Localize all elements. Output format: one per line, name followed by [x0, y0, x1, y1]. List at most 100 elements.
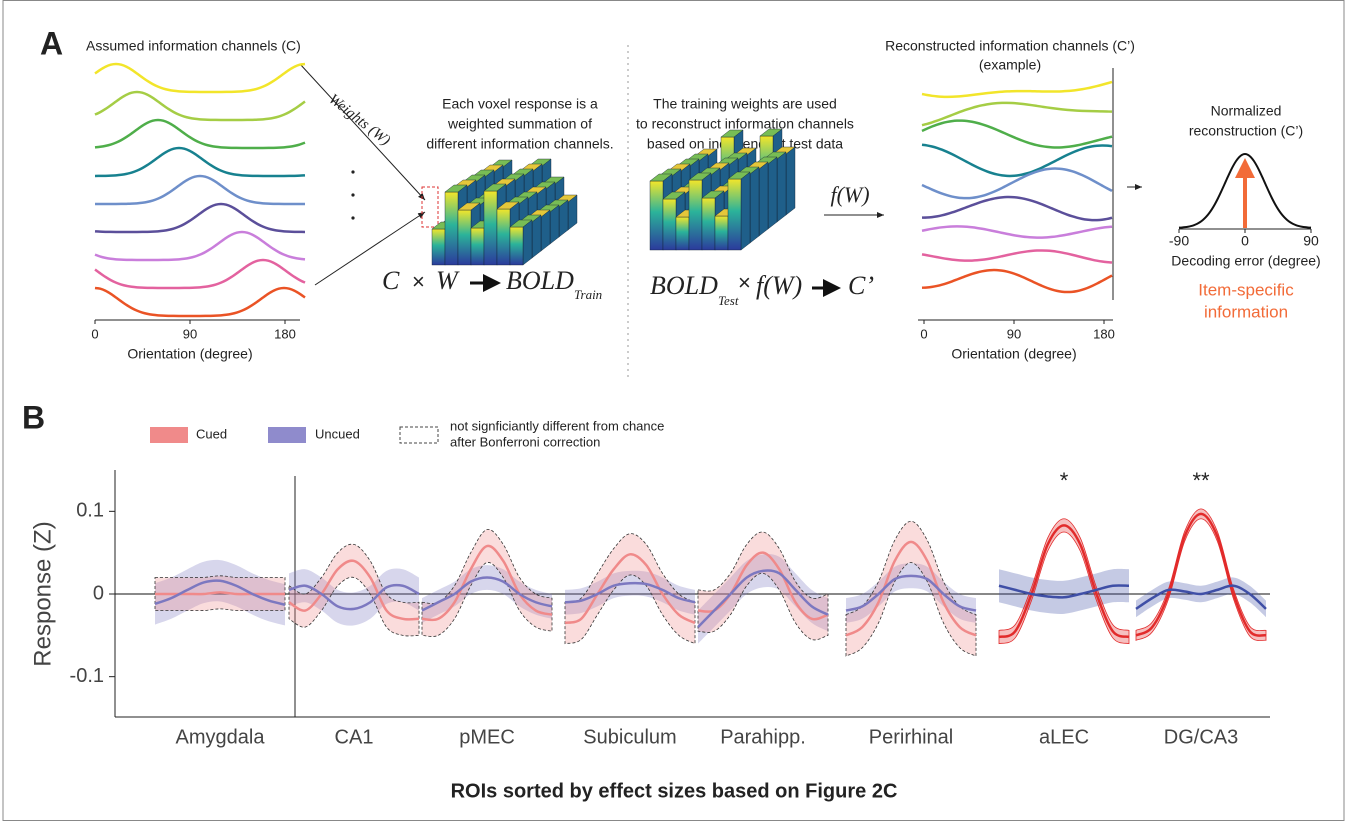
x-tick-label: aLEC — [1039, 726, 1089, 748]
cued-line — [288, 559, 420, 621]
uncued-line — [1135, 584, 1267, 610]
reconstructed-curve — [921, 101, 1113, 127]
reconstructed-curve — [921, 143, 1113, 178]
significance: ** — [1192, 468, 1210, 493]
voxel-block — [649, 128, 796, 251]
panel-label: A — [40, 25, 63, 61]
channel-curve — [94, 62, 306, 94]
norm-title: reconstruction (C’) — [1189, 123, 1303, 139]
norm-title: Normalized — [1211, 103, 1282, 119]
voxel-top — [727, 171, 751, 180]
arrow — [314, 211, 426, 286]
cued-line — [421, 544, 553, 622]
note: weighted summation of — [447, 116, 592, 132]
cued-band — [421, 529, 553, 637]
item-label: Item-specific — [1198, 280, 1294, 299]
voxel-side — [740, 171, 751, 251]
reconstructed-curve — [921, 268, 1113, 294]
x-tick-label: 90 — [183, 326, 197, 341]
voxel-front — [714, 215, 729, 251]
y-tick-label: 0.1 — [76, 500, 104, 522]
voxel-front — [688, 179, 703, 251]
dot — [351, 170, 355, 174]
voxel-front — [431, 228, 446, 266]
cued-line — [998, 524, 1130, 639]
voxel-front — [727, 178, 742, 251]
voxel-top — [457, 202, 481, 211]
x-label: Orientation (degree) — [127, 346, 252, 362]
voxel-front — [470, 227, 485, 266]
x-tick-label: CA1 — [335, 726, 374, 748]
formula: BOLD — [506, 266, 574, 295]
uncued-band — [565, 570, 695, 615]
legend-label: Cued — [196, 426, 227, 441]
formula: × — [412, 269, 425, 294]
legend-label: after Bonferroni correction — [450, 434, 600, 449]
cued-line — [564, 553, 696, 625]
reconstructed-curve — [921, 119, 1113, 149]
reconstructed-curve — [921, 167, 1113, 200]
formula: C’ — [848, 271, 874, 300]
cued-band — [564, 533, 696, 645]
weights-label: Weights (W) — [325, 91, 393, 149]
fw: f(W) — [830, 182, 869, 207]
x-label: ROIs sorted by effect sizes based on Fig… — [451, 780, 898, 802]
dot — [351, 216, 355, 220]
formula: W — [436, 266, 460, 295]
voxel-front — [701, 197, 716, 251]
voxel-front — [509, 226, 524, 266]
voxel-front — [496, 208, 511, 266]
x-tick-label: 90 — [1303, 233, 1319, 249]
uncued-band — [999, 568, 1129, 614]
formula: × — [738, 270, 751, 295]
channel-curve — [94, 118, 306, 150]
formula: BOLD — [650, 271, 718, 300]
uncued-line — [564, 581, 696, 604]
arrow — [299, 63, 426, 201]
voxel-top — [662, 191, 686, 200]
legend-swatch — [399, 426, 439, 444]
uncued-band — [1136, 577, 1266, 618]
note: to reconstruct information channels — [636, 116, 854, 132]
uncued-line — [998, 584, 1130, 599]
x-tick-label: 180 — [274, 326, 296, 341]
reconstructed-curve — [921, 195, 1113, 222]
voxel-top — [483, 183, 507, 192]
x-tick-label: Perirhinal — [869, 726, 953, 748]
legend-swatch — [150, 427, 188, 443]
voxel-top — [509, 219, 533, 228]
x-tick-label: 90 — [1007, 326, 1021, 341]
formula-sub: Train — [574, 287, 602, 302]
legend-label: not signficiantly different from chance — [450, 418, 664, 433]
voxel-side — [767, 156, 778, 230]
x-tick-label: -90 — [1169, 233, 1189, 249]
channel-curve — [94, 202, 306, 234]
x-label: Decoding error (degree) — [1171, 253, 1320, 269]
voxel-block — [431, 158, 578, 266]
cued-band — [697, 531, 829, 641]
x-label: Orientation (degree) — [951, 346, 1076, 362]
channel-curve — [94, 230, 306, 262]
voxel-front — [649, 180, 664, 251]
voxel-front — [662, 198, 677, 251]
formula-sub: Test — [718, 293, 739, 308]
item-label: information — [1204, 302, 1288, 321]
voxel-top — [759, 128, 783, 137]
x-tick-label: Parahipp. — [720, 726, 806, 748]
voxel-side — [531, 214, 542, 259]
cued-line — [155, 591, 285, 596]
gaussian — [1178, 152, 1312, 229]
voxel-top — [649, 173, 673, 182]
legend-label: Uncued — [315, 426, 360, 441]
y-tick-label: -0.1 — [70, 665, 104, 687]
voxel-top — [701, 190, 725, 199]
cued-band — [845, 520, 977, 657]
uncued-line — [697, 569, 829, 628]
uncued-band — [289, 568, 419, 626]
voxel-front — [444, 191, 459, 266]
formula: f(W) — [756, 271, 802, 300]
uncued-line — [421, 576, 553, 612]
note: The training weights are used — [653, 96, 837, 112]
legend-swatch — [268, 427, 306, 443]
